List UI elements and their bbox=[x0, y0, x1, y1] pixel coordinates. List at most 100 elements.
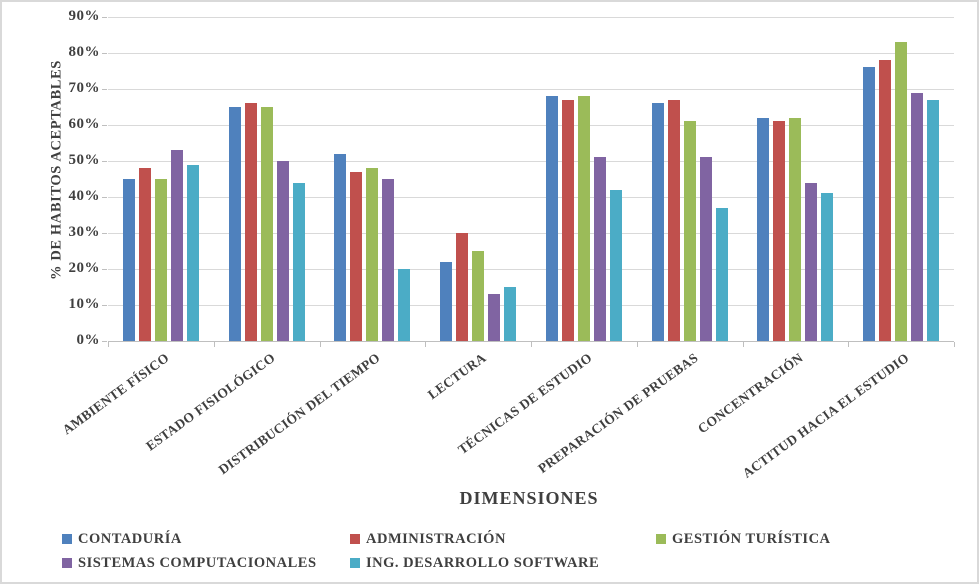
legend-item: ADMINISTRACIÓN bbox=[350, 531, 506, 547]
bar bbox=[651, 103, 664, 341]
bar bbox=[683, 121, 696, 341]
legend-item: CONTADURÍA bbox=[62, 531, 182, 547]
legend-marker-4 bbox=[62, 558, 72, 568]
y-tick-label: 10% bbox=[68, 296, 100, 312]
y-tick-label: 60% bbox=[68, 116, 100, 132]
x-axis-category-label: LECTURA bbox=[425, 350, 489, 403]
bar bbox=[244, 103, 257, 341]
bar bbox=[911, 92, 924, 341]
y-tick-mark bbox=[102, 268, 107, 270]
x-tick-mark bbox=[742, 342, 744, 347]
gridline bbox=[108, 52, 954, 54]
bar bbox=[805, 182, 818, 341]
bar bbox=[350, 171, 363, 341]
gridline bbox=[108, 304, 954, 306]
bar bbox=[186, 164, 199, 341]
x-axis-title: DIMENSIONES bbox=[459, 488, 599, 508]
x-tick-mark bbox=[108, 342, 109, 347]
bar bbox=[715, 207, 728, 341]
legend-marker-2 bbox=[350, 534, 360, 544]
bar bbox=[440, 261, 453, 341]
y-tick-mark bbox=[102, 88, 107, 90]
bar bbox=[170, 150, 183, 341]
bar bbox=[821, 193, 834, 341]
bar bbox=[863, 67, 876, 341]
gridline bbox=[108, 16, 954, 18]
bar bbox=[927, 99, 940, 341]
x-axis-category-label: AMBIENTE FÍSICO bbox=[59, 350, 172, 438]
gridline bbox=[108, 232, 954, 234]
x-tick-mark bbox=[531, 342, 532, 347]
y-tick-mark bbox=[102, 196, 107, 198]
y-tick-mark bbox=[102, 304, 107, 306]
bar bbox=[334, 153, 347, 341]
legend-label: ING. DESARROLLO SOFTWARE bbox=[366, 554, 600, 571]
legend-item: ING. DESARROLLO SOFTWARE bbox=[350, 555, 599, 571]
bar bbox=[609, 189, 622, 341]
legend-item: GESTIÓN TURÍSTICA bbox=[656, 531, 831, 547]
bar bbox=[292, 182, 305, 341]
bar bbox=[398, 269, 411, 341]
y-tick-label: 40% bbox=[68, 188, 100, 204]
bar bbox=[488, 294, 501, 341]
bar bbox=[561, 99, 574, 341]
x-tick-mark bbox=[425, 342, 427, 347]
bar bbox=[667, 99, 680, 341]
legend-label: SISTEMAS COMPUTACIONALES bbox=[78, 554, 317, 571]
y-tick-label: 70% bbox=[68, 80, 100, 96]
y-tick-label: 20% bbox=[68, 260, 100, 276]
y-tick-mark bbox=[102, 232, 107, 234]
bar bbox=[154, 179, 167, 341]
gridline bbox=[108, 124, 954, 126]
bar bbox=[456, 233, 469, 341]
bar bbox=[122, 179, 135, 341]
y-tick-label: 50% bbox=[68, 152, 100, 168]
gridline bbox=[108, 88, 954, 90]
bar bbox=[504, 287, 517, 341]
bar bbox=[699, 157, 712, 341]
legend-marker-5 bbox=[350, 558, 360, 568]
gridline bbox=[108, 268, 954, 270]
legend-item: SISTEMAS COMPUTACIONALES bbox=[62, 555, 317, 571]
legend-marker-1 bbox=[62, 534, 72, 544]
bar bbox=[593, 157, 606, 341]
y-tick-label: 80% bbox=[68, 44, 100, 60]
legend-label: CONTADURÍA bbox=[78, 530, 182, 547]
gridline bbox=[108, 196, 954, 198]
x-tick-mark bbox=[636, 342, 638, 347]
y-tick-label: 30% bbox=[68, 224, 100, 240]
y-tick-label: 0% bbox=[76, 332, 100, 348]
x-tick-mark bbox=[848, 342, 850, 347]
bar bbox=[228, 107, 241, 341]
legend-marker-3 bbox=[656, 534, 666, 544]
y-tick-label: 90% bbox=[68, 8, 100, 24]
bar bbox=[472, 251, 485, 341]
bar bbox=[366, 168, 379, 341]
bar bbox=[382, 179, 395, 341]
bar bbox=[879, 60, 892, 341]
bar bbox=[895, 42, 908, 341]
x-tick-mark bbox=[954, 342, 955, 347]
legend-label: ADMINISTRACIÓN bbox=[366, 530, 506, 547]
bar bbox=[545, 96, 558, 341]
bar bbox=[773, 121, 786, 341]
y-tick-mark bbox=[102, 52, 107, 54]
y-tick-mark bbox=[102, 160, 107, 162]
y-tick-mark bbox=[102, 340, 107, 342]
bar bbox=[789, 117, 802, 341]
x-axis-category-label: CONCENTRACIÓN bbox=[695, 350, 807, 437]
x-tick-mark bbox=[319, 342, 321, 347]
y-tick-mark bbox=[102, 16, 107, 18]
bar bbox=[276, 161, 289, 341]
x-tick-mark bbox=[213, 342, 215, 347]
bar bbox=[757, 117, 770, 341]
gridline bbox=[108, 160, 954, 162]
bar bbox=[138, 168, 151, 341]
x-axis-category-label: ACTITUD HACIA EL ESTUDIO bbox=[739, 350, 912, 481]
x-axis-line bbox=[108, 341, 954, 342]
bar bbox=[260, 107, 273, 341]
y-tick-mark bbox=[102, 124, 107, 126]
bar bbox=[577, 96, 590, 341]
legend-label: GESTIÓN TURÍSTICA bbox=[672, 530, 831, 547]
